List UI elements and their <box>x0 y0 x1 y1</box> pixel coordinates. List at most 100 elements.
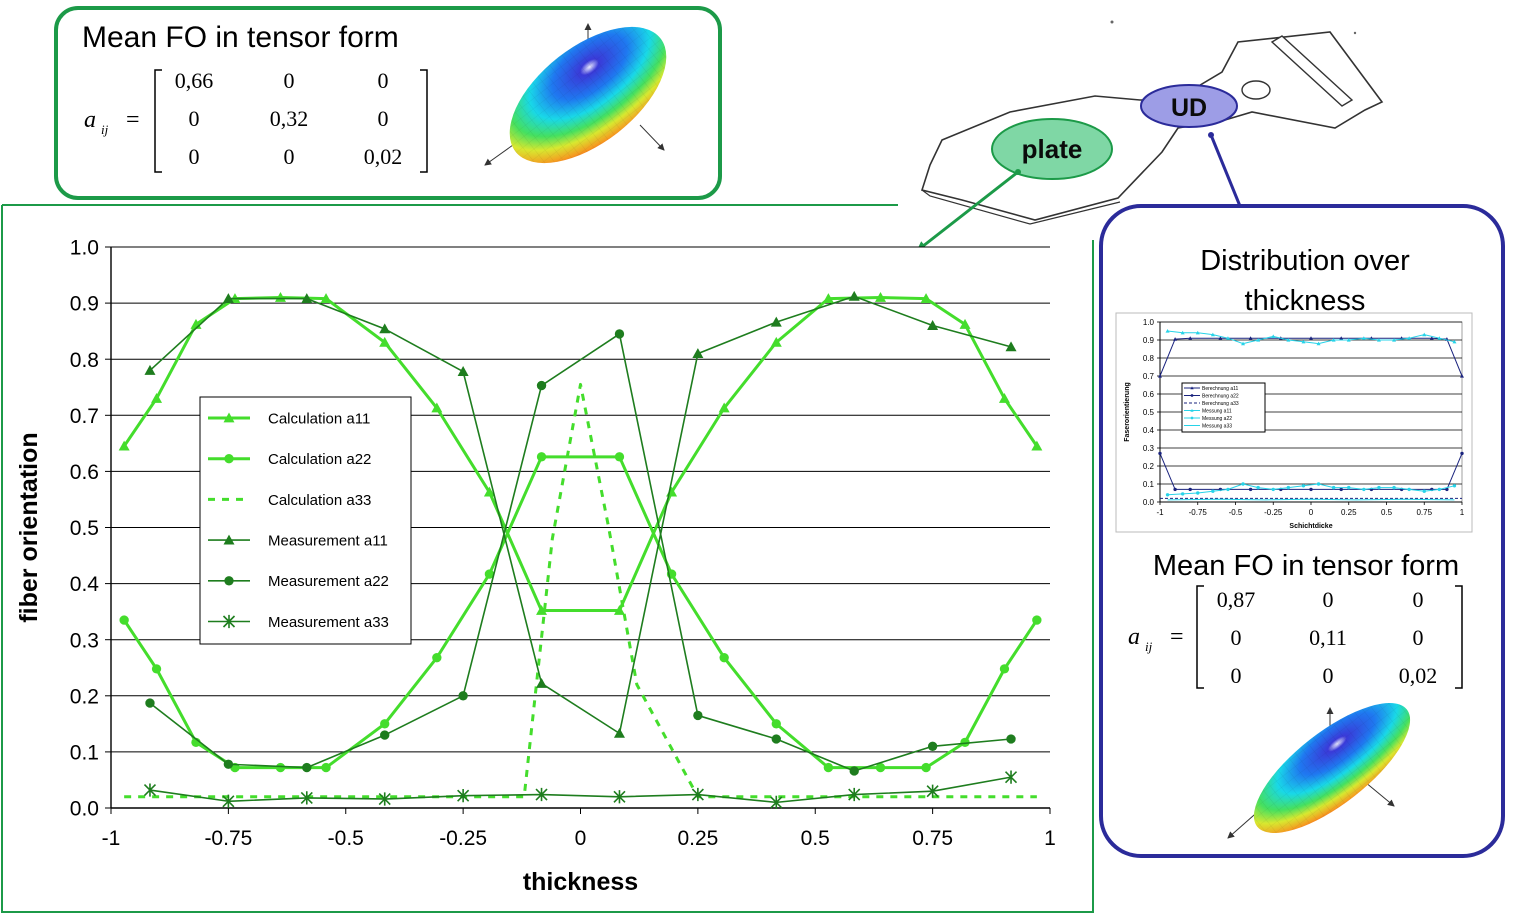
legend-swatch-marker <box>224 454 234 464</box>
data-point <box>1309 336 1313 340</box>
series-line <box>149 295 1012 735</box>
axis-arrow-right <box>1364 781 1395 807</box>
data-point <box>151 392 163 403</box>
data-point <box>1173 487 1177 492</box>
legend-label: Calculation a22 <box>268 451 371 468</box>
data-point <box>823 762 834 773</box>
data-point <box>300 791 313 805</box>
data-point <box>536 677 548 688</box>
data-point <box>613 790 626 804</box>
legend-label: Berechnung a33 <box>1202 401 1239 407</box>
legend-box <box>199 396 412 645</box>
plate-tensor-matrix: 0,66 0 0 0 0,32 0 0 0 0,02 <box>175 68 403 169</box>
data-point <box>691 787 704 802</box>
y-tick-label: 1.0 <box>1143 318 1155 327</box>
data-point <box>1331 485 1336 490</box>
data-point <box>536 380 547 391</box>
data-point <box>771 734 781 744</box>
series-5 <box>1165 482 1457 497</box>
data-point <box>614 329 625 339</box>
y-tick-label: 0.2 <box>1143 462 1155 471</box>
matrix-cell: 0 <box>1231 663 1242 688</box>
matrix-cell: 0 <box>378 68 389 93</box>
data-point <box>1158 451 1162 456</box>
data-point <box>119 615 129 625</box>
data-point <box>1346 338 1351 342</box>
matrix-bracket-right <box>1455 585 1463 689</box>
series-3 <box>124 382 1037 799</box>
data-point <box>920 293 932 304</box>
data-point <box>822 293 834 304</box>
x-tick-label: 0.25 <box>677 827 718 850</box>
data-point <box>926 784 939 798</box>
series-line <box>1167 498 1455 501</box>
legend-swatch-marker <box>1190 408 1194 412</box>
matrix-cell: 0,32 <box>270 106 309 131</box>
data-point <box>1460 374 1464 378</box>
data-point <box>1452 339 1457 344</box>
matrix-bracket-left <box>154 69 162 173</box>
part-edge-thickness <box>921 189 1121 225</box>
y-tick-label: 0.8 <box>70 349 99 372</box>
y-tick-label: 0.9 <box>1143 336 1155 345</box>
data-point <box>927 741 938 751</box>
tensor-equals: = <box>1170 624 1184 650</box>
main-chart-frame <box>1 204 1094 913</box>
series-line <box>122 455 1039 770</box>
data-point <box>1032 615 1042 625</box>
data-point <box>770 316 782 327</box>
matrix-cell: 0,02 <box>364 144 403 169</box>
tensor-equals: = <box>126 107 140 133</box>
data-point <box>692 348 704 358</box>
data-point <box>1286 338 1291 342</box>
data-point <box>535 787 548 802</box>
matrix-cell: 0 <box>1231 625 1242 650</box>
legend-label: Calculation a33 <box>268 492 371 509</box>
data-point <box>151 664 162 674</box>
data-point <box>1271 487 1275 492</box>
legend-label: Berechnung a11 <box>1202 386 1239 392</box>
data-point <box>1196 491 1200 495</box>
legend-label: Measurement a33 <box>268 614 389 631</box>
data-point <box>693 710 703 721</box>
axis-arrow-right <box>639 124 665 151</box>
series-4 <box>144 290 1017 738</box>
matrix-cell: 0 <box>284 144 295 169</box>
y-tick-label: 0.5 <box>1143 408 1155 417</box>
series-line <box>1167 330 1455 345</box>
matrix-cell: 0,11 <box>1309 625 1347 650</box>
data-point <box>613 727 625 738</box>
series-line <box>124 382 1037 799</box>
data-point <box>431 402 443 413</box>
y-tick-label: 0.8 <box>1143 354 1155 363</box>
data-point <box>432 652 442 663</box>
matrix-cell: 0 <box>189 106 200 131</box>
data-point <box>1429 336 1434 340</box>
data-point <box>379 323 391 334</box>
data-point <box>1422 332 1427 337</box>
matrix-cell: 0 <box>1323 663 1334 688</box>
data-point <box>1361 336 1366 340</box>
ud-tensor-matrix: 0,87 0 0 0 0,11 0 0 0 0,02 <box>1217 587 1438 688</box>
legend-label: Measurement a22 <box>268 573 389 590</box>
data-point <box>927 320 939 330</box>
data-point <box>1211 489 1215 493</box>
data-point <box>1460 451 1464 456</box>
ud-box-title-line1: Distribution over <box>1200 245 1410 277</box>
main-chart: 0.0 0.1 0.2 0.3 0.4 0.5 0.6 0.7 0.8 0.9 1.0 -1 -0.75… <box>15 237 1056 896</box>
x-tick-label: -0.25 <box>1264 508 1283 517</box>
data-point <box>875 291 887 302</box>
legend-label: Messung a11 <box>1202 408 1232 414</box>
data-point <box>999 664 1010 674</box>
y-tick-label: 0.3 <box>70 629 99 652</box>
mini-chart: 0.0 0.1 0.2 0.3 0.4 0.5 0.6 0.7 0.8 0.9 1.0 -1 -0.75… <box>1115 312 1473 533</box>
plate-ellipsoid-illustration <box>484 23 667 166</box>
series-5 <box>145 329 1016 776</box>
legend-label: Calculation a11 <box>268 410 370 427</box>
data-point <box>1158 374 1162 378</box>
tensor-symbol-a: a <box>1128 624 1140 650</box>
x-tick-label: 0.5 <box>1381 508 1393 517</box>
legend-label: Messung a33 <box>1202 423 1232 429</box>
data-point <box>1452 484 1457 488</box>
data-point <box>613 605 625 615</box>
